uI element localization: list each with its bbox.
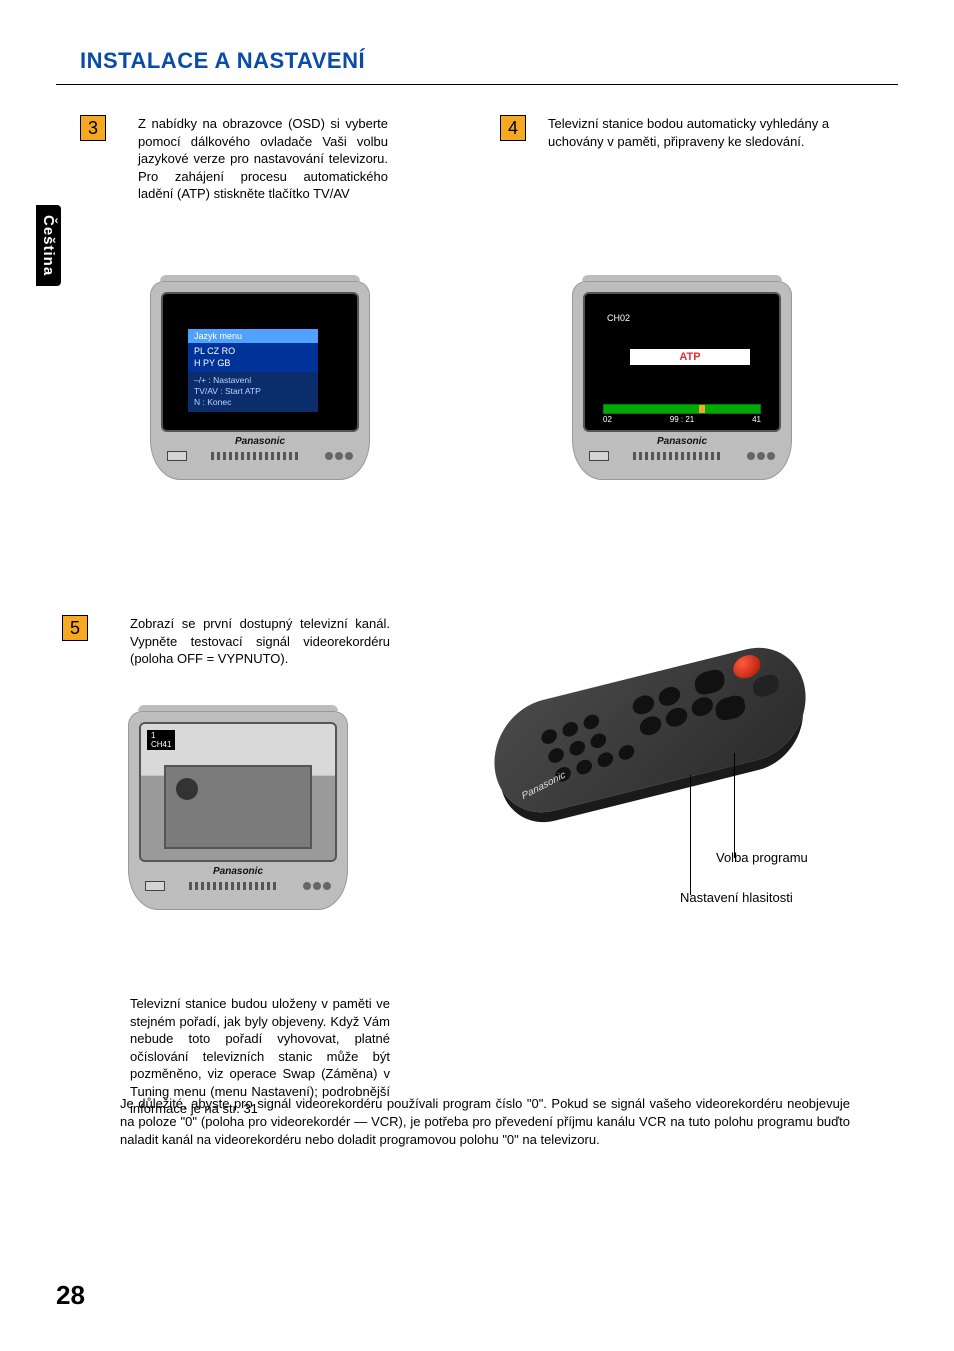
tv-brand: Panasonic xyxy=(583,436,781,447)
step-5-text: Zobrazí se první dostupný televizní kaná… xyxy=(130,615,390,668)
bottom-note: Je důležité, abyste pro signál videoreko… xyxy=(120,1095,850,1150)
atp-bar-right: 41 xyxy=(752,415,761,424)
tv-brand: Panasonic xyxy=(139,866,337,877)
step-3-box: 3 xyxy=(80,115,106,141)
tv-atp-illustration: CH02 ATP 02 99 : 21 41 Panasonic xyxy=(572,275,792,480)
title-rule xyxy=(56,84,898,85)
osd-hint-2: TV/AV : Start ATP xyxy=(194,386,312,397)
atp-bar-mid: 99 : 21 xyxy=(670,415,694,424)
tv-front-panel xyxy=(583,451,781,461)
indicator-line-volume xyxy=(690,775,691,895)
tv-brand: Panasonic xyxy=(161,436,359,447)
tv-photo-illustration: 1 CH41 Panasonic xyxy=(128,705,348,910)
osd-hint-3: N : Konec xyxy=(194,397,312,408)
osd-langs-row2: H PY GB xyxy=(194,358,312,370)
osd-hint-1: –/+ : Nastavení xyxy=(194,375,312,386)
page-number: 28 xyxy=(56,1280,85,1311)
osd-menu-title: Jazyk menu xyxy=(188,329,318,343)
remote-illustration: Panasonic xyxy=(490,675,830,865)
step-4-text: Televizní stanice bodou automaticky vyhl… xyxy=(548,115,848,150)
atp-channel-chip: CH02 xyxy=(603,312,634,324)
step-5-box: 5 xyxy=(62,615,88,641)
tv-front-panel xyxy=(139,881,337,891)
remote-label-program: Volba programu xyxy=(716,850,808,865)
remote-brand: Panasonic xyxy=(520,770,566,802)
atp-banner: ATP xyxy=(630,349,750,365)
atp-progress: 02 99 : 21 41 xyxy=(603,404,761,424)
step-4-box: 4 xyxy=(500,115,526,141)
remote-label-volume: Nastavení hlasitosti xyxy=(680,890,793,905)
tv-osd-illustration: Jazyk menu PL CZ RO H PY GB –/+ : Nastav… xyxy=(150,275,370,480)
atp-bar-left: 02 xyxy=(603,415,612,424)
indicator-line-program xyxy=(734,753,735,858)
page-title: INSTALACE A NASTAVENÍ xyxy=(0,0,954,84)
osd-langs-row1: PL CZ RO xyxy=(194,346,312,358)
tv-front-panel xyxy=(161,451,359,461)
osd-menu: Jazyk menu PL CZ RO H PY GB –/+ : Nastav… xyxy=(188,329,318,412)
step-3-text: Z nabídky na obrazovce (OSD) si vyberte … xyxy=(138,115,388,203)
photo-channel-chip: 1 CH41 xyxy=(147,730,175,750)
